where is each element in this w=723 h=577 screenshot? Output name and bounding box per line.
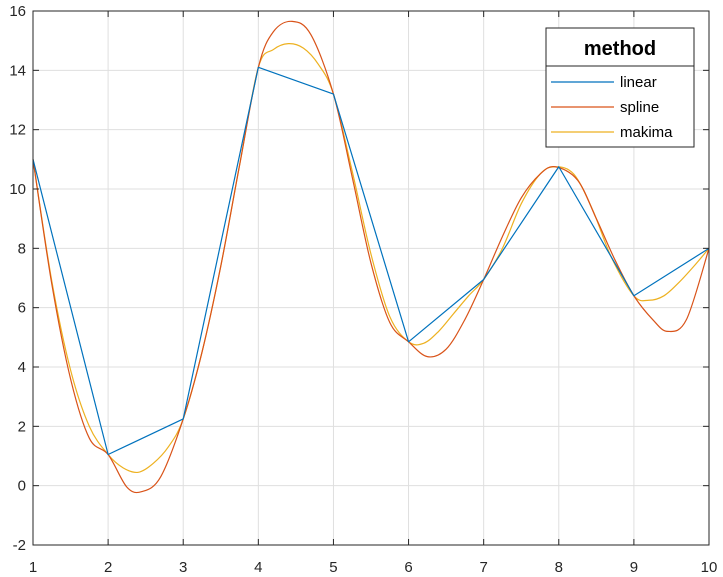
y-tick-label: -2 bbox=[13, 537, 26, 554]
series-lines bbox=[32, 20, 710, 494]
y-tick-label: 8 bbox=[18, 240, 26, 257]
x-tick-label: 10 bbox=[701, 559, 718, 576]
y-tick-label: 16 bbox=[9, 3, 26, 20]
x-tick-label: 5 bbox=[329, 559, 337, 576]
legend-entries: linear spline makima bbox=[551, 74, 673, 141]
legend-label-linear: linear bbox=[620, 74, 657, 91]
x-tick-label: 7 bbox=[479, 559, 487, 576]
y-tick-label: 0 bbox=[18, 478, 26, 495]
series-line-linear bbox=[32, 66, 710, 456]
y-tick-label: 4 bbox=[18, 359, 26, 376]
x-tick-label: 1 bbox=[29, 559, 37, 576]
x-tick-label: 6 bbox=[404, 559, 412, 576]
legend-label-makima: makima bbox=[620, 124, 673, 141]
y-tick-label: 14 bbox=[9, 62, 26, 79]
y-tick-label: 2 bbox=[18, 418, 26, 435]
x-tick-label: 9 bbox=[630, 559, 638, 576]
legend-label-spline: spline bbox=[620, 99, 659, 116]
legend-box bbox=[545, 27, 695, 148]
x-tick-label: 8 bbox=[555, 559, 563, 576]
x-tick-label: 3 bbox=[179, 559, 187, 576]
y-tick-label: 12 bbox=[9, 122, 26, 139]
legend-title: method bbox=[584, 38, 656, 60]
y-tick-label: 6 bbox=[18, 300, 26, 317]
axes-box bbox=[32, 10, 710, 546]
x-tick-label: 2 bbox=[104, 559, 112, 576]
x-tick-label: 4 bbox=[254, 559, 262, 576]
series-line-spline bbox=[32, 20, 710, 494]
y-tick-label: 10 bbox=[9, 181, 26, 198]
legend: method linear spline makima bbox=[545, 27, 695, 148]
